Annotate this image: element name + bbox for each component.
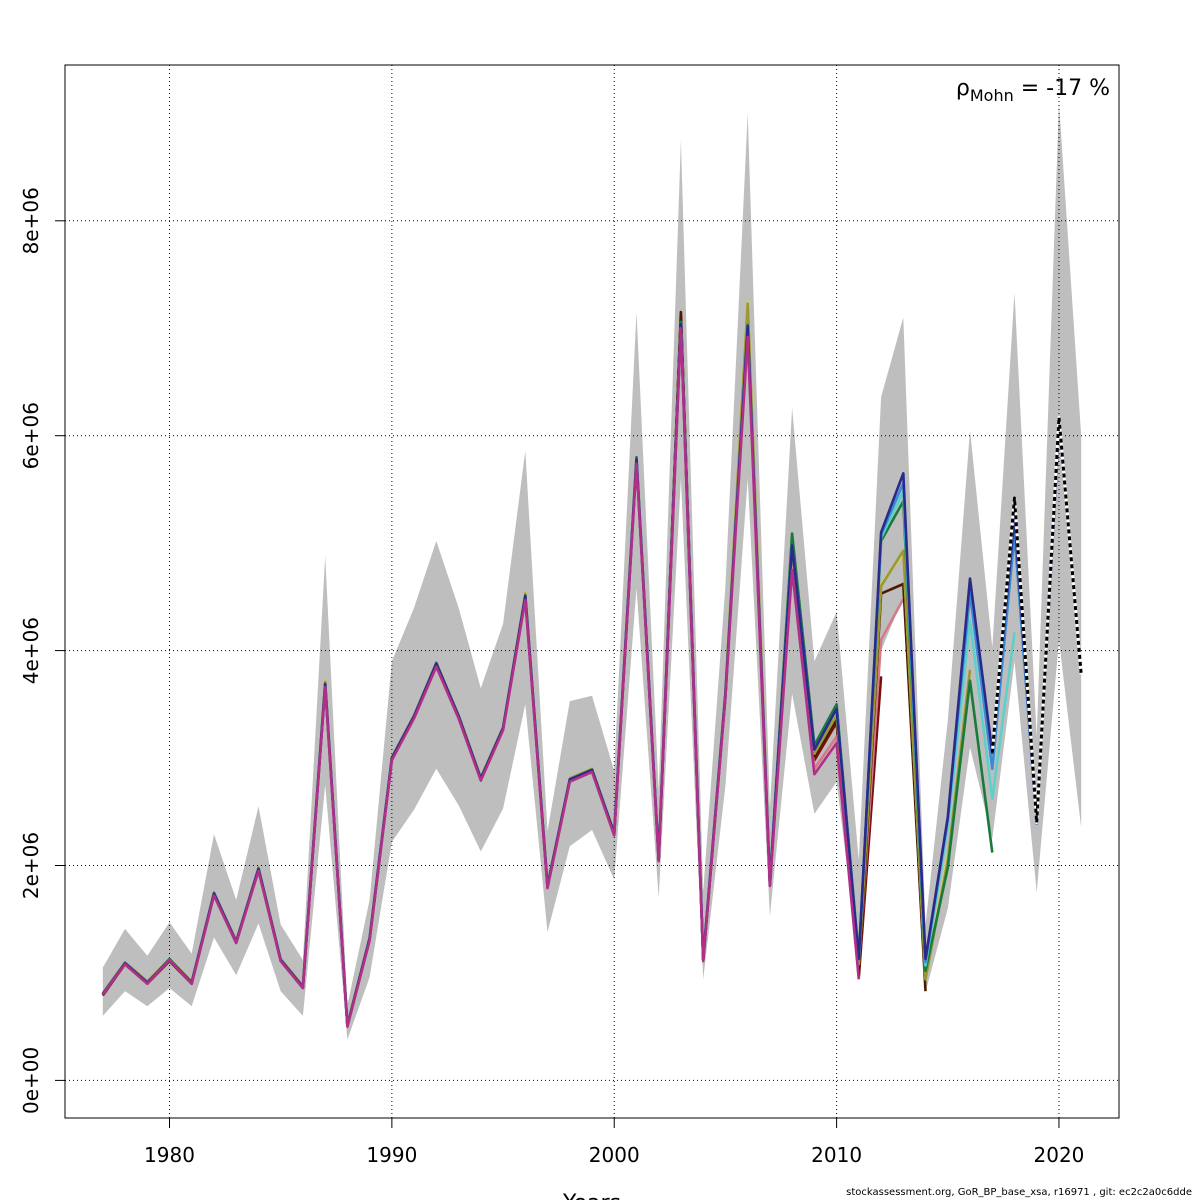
y-tick-label: 0e+00 (19, 1047, 43, 1114)
y-tick-label: 4e+06 (19, 617, 43, 684)
y-axis: 0e+00 2e+06 4e+06 6e+06 8e+06 (19, 187, 65, 1114)
x-tick-label: 1980 (144, 1143, 195, 1167)
rho-subscript: Mohn (970, 86, 1014, 105)
x-tick-label: 2010 (811, 1143, 862, 1167)
mohn-rho-annotation: ρMohn = -17 % (956, 76, 1110, 105)
x-tick-label: 2000 (589, 1143, 640, 1167)
y-tick-label: 8e+06 (19, 187, 43, 254)
rho-value: = -17 % (1014, 76, 1110, 101)
y-tick-label: 2e+06 (19, 832, 43, 899)
plot-frame (64, 64, 1120, 1119)
series-layer (101, 300, 1083, 1028)
x-axis-title: Years (562, 1191, 621, 1200)
retro-line-dashed (990, 415, 1083, 824)
x-tick-label: 2020 (1034, 1143, 1085, 1167)
retro-line-10 (101, 326, 861, 1028)
footer-credit: stockassessment.org, GoR_BP_base_xsa, r1… (846, 1187, 1192, 1198)
rho-symbol: ρ (956, 76, 970, 101)
x-axis: 1980 1990 2000 2010 2020 (144, 1118, 1084, 1167)
x-tick-label: 1990 (366, 1143, 417, 1167)
y-tick-label: 6e+06 (19, 402, 43, 469)
